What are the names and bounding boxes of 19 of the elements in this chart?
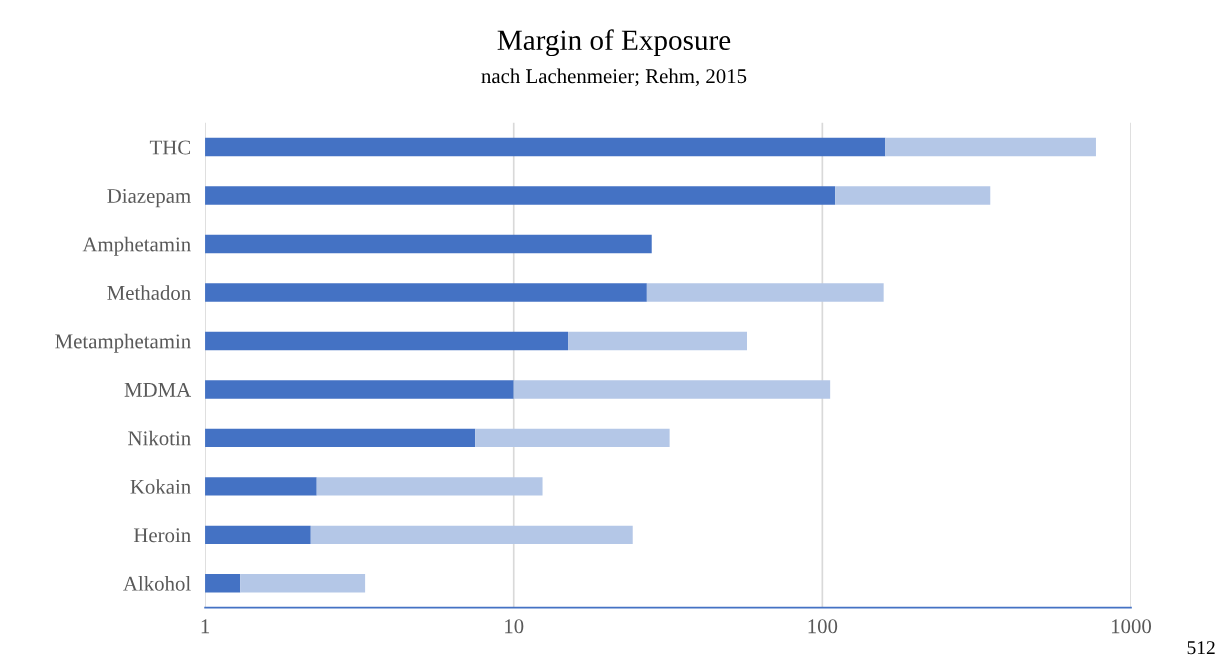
bar	[835, 186, 991, 205]
x-tick-label: 100	[808, 619, 838, 634]
chart-subtitle: nach Lachenmeier; Rehm, 2015	[481, 68, 747, 87]
y-tick-label: MDMA	[124, 382, 192, 397]
y-tick-label: Amphetamin	[82, 236, 191, 256]
x-tick-label: 10	[505, 619, 524, 634]
y-tick-label: Methadon	[107, 285, 191, 300]
y-tick-label: Alkohol	[123, 576, 191, 591]
x-tick-label: 1000	[1111, 619, 1152, 634]
y-tick-label: Nikotin	[128, 430, 191, 446]
text: 512	[1187, 641, 1215, 655]
y-tick-label: THC	[149, 140, 191, 155]
y-tick-label: Diazepam	[107, 188, 191, 208]
y-tick-label: Heroin	[133, 528, 191, 543]
chart-title: Margin of Exposure	[497, 29, 731, 57]
y-tick-label: Kokain	[130, 479, 191, 494]
bar	[885, 137, 1096, 157]
x-tick-label: 1	[201, 619, 210, 634]
y-tick-label: Metamphetamin	[55, 333, 191, 353]
